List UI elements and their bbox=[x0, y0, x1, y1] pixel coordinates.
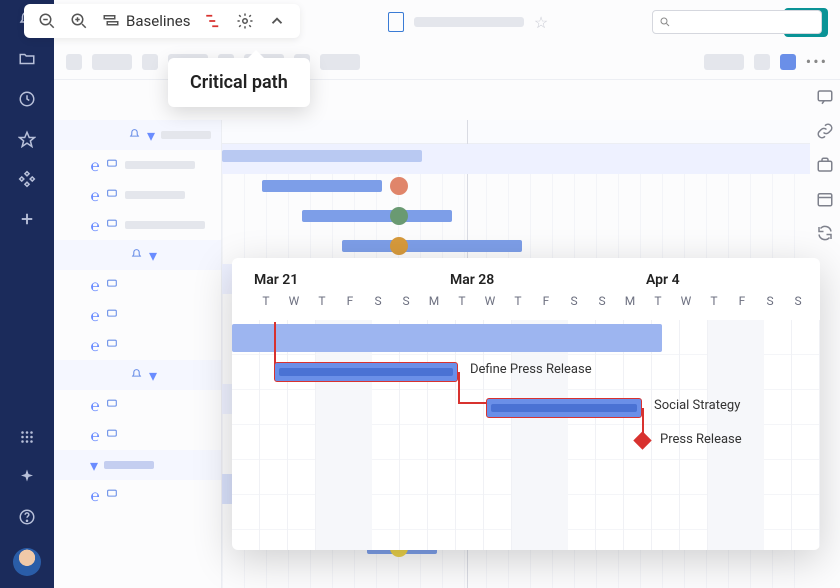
day-label: S bbox=[588, 294, 616, 308]
view-chip[interactable] bbox=[92, 54, 132, 70]
task-bar-define-press[interactable] bbox=[274, 362, 458, 382]
day-label: T bbox=[308, 294, 336, 308]
day-label: M bbox=[616, 294, 644, 308]
baselines-button[interactable]: Baselines bbox=[102, 12, 190, 30]
critical-path-tooltip: Critical path bbox=[168, 58, 310, 107]
nav-spaces[interactable] bbox=[18, 170, 36, 192]
day-label: T bbox=[252, 294, 280, 308]
day-label: F bbox=[532, 294, 560, 308]
task-label: Social Strategy bbox=[654, 398, 740, 413]
task-row[interactable]: ℮ bbox=[54, 180, 221, 210]
settings-button[interactable] bbox=[236, 12, 254, 30]
star-icon[interactable]: ☆ bbox=[534, 13, 548, 32]
task-row[interactable]: ℮ bbox=[54, 300, 221, 330]
critical-path-button[interactable] bbox=[204, 12, 222, 30]
task-row[interactable]: ℮ bbox=[54, 480, 221, 510]
bell-icon bbox=[128, 126, 141, 145]
page-title bbox=[414, 17, 524, 27]
nav-add[interactable] bbox=[18, 210, 36, 232]
group-row[interactable]: ▾ bbox=[54, 120, 221, 150]
group-row[interactable]: ▾ bbox=[54, 450, 221, 480]
more-icon[interactable]: ••• bbox=[806, 52, 828, 71]
refresh-icon[interactable] bbox=[816, 224, 836, 244]
gantt-detail-card: Mar 21 Mar 28 Apr 4 TWTFSSMTWTFSSMTWTFSS… bbox=[232, 258, 820, 550]
collapse-button[interactable] bbox=[268, 12, 286, 30]
day-label: W bbox=[476, 294, 504, 308]
view-chip[interactable] bbox=[780, 54, 796, 70]
day-label: M bbox=[812, 294, 820, 308]
summary-bar[interactable] bbox=[232, 324, 662, 352]
task-label: Define Press Release bbox=[470, 362, 592, 377]
task-row[interactable]: ℮ bbox=[54, 150, 221, 180]
milestone-press-release[interactable] bbox=[633, 431, 651, 449]
week-label: Mar 21 bbox=[252, 272, 448, 288]
task-row[interactable]: ℮ bbox=[54, 330, 221, 360]
baselines-icon bbox=[102, 12, 120, 30]
task-label: Press Release bbox=[660, 432, 742, 447]
briefcase-icon[interactable] bbox=[816, 156, 836, 176]
chevron-down-icon: ▾ bbox=[147, 126, 155, 145]
day-label: F bbox=[336, 294, 364, 308]
day-label: F bbox=[728, 294, 756, 308]
day-label: S bbox=[784, 294, 812, 308]
doc-icon bbox=[388, 12, 404, 32]
comments-icon[interactable] bbox=[816, 88, 836, 108]
nav-starred[interactable] bbox=[18, 130, 36, 152]
timeline-body[interactable]: Define Press Release Social Strategy Pre… bbox=[232, 320, 820, 550]
day-label: S bbox=[364, 294, 392, 308]
calendar-icon[interactable] bbox=[816, 190, 836, 210]
day-label: W bbox=[672, 294, 700, 308]
view-chip[interactable] bbox=[754, 54, 770, 70]
day-label: S bbox=[560, 294, 588, 308]
task-row[interactable]: ℮ bbox=[54, 390, 221, 420]
search-input[interactable] bbox=[652, 10, 822, 34]
nav-folder[interactable] bbox=[18, 50, 36, 72]
view-chip[interactable] bbox=[66, 54, 82, 70]
task-bar-social-strategy[interactable] bbox=[486, 398, 642, 418]
task-row[interactable]: ℮ bbox=[54, 420, 221, 450]
chat-icon bbox=[106, 156, 119, 175]
task-list: ▾ ℮ ℮ ℮ ▾ ℮ ℮ ℮ ▾ ℮ ℮ ▾ ℮ bbox=[54, 120, 222, 588]
day-label: S bbox=[756, 294, 784, 308]
nav-help[interactable] bbox=[18, 508, 36, 530]
day-label: T bbox=[504, 294, 532, 308]
day-label: S bbox=[392, 294, 420, 308]
right-tools bbox=[816, 88, 836, 244]
view-chip[interactable] bbox=[142, 54, 158, 70]
nav-recent[interactable] bbox=[18, 90, 36, 112]
link-icon[interactable] bbox=[816, 122, 836, 142]
zoom-in-icon[interactable] bbox=[70, 12, 88, 30]
nav-avatar[interactable] bbox=[13, 548, 41, 576]
timeline-header: Mar 21 Mar 28 Apr 4 TWTFSSMTWTFSSMTWTFSS… bbox=[232, 258, 820, 312]
week-label: Mar 28 bbox=[448, 272, 644, 288]
task-icon: ℮ bbox=[90, 156, 100, 175]
group-row[interactable]: ▾ bbox=[54, 240, 221, 270]
day-label: M bbox=[420, 294, 448, 308]
day-label: T bbox=[700, 294, 728, 308]
task-row[interactable]: ℮ bbox=[54, 270, 221, 300]
critical-line bbox=[458, 402, 486, 404]
task-row[interactable]: ℮ bbox=[54, 210, 221, 240]
critical-line bbox=[274, 322, 276, 366]
nav-rail bbox=[0, 0, 54, 588]
group-row[interactable]: ▾ bbox=[54, 360, 221, 390]
gantt-toolbar: Baselines bbox=[24, 4, 300, 38]
zoom-out-icon[interactable] bbox=[38, 12, 56, 30]
nav-apps[interactable] bbox=[18, 428, 36, 450]
day-label: W bbox=[280, 294, 308, 308]
critical-line bbox=[458, 372, 460, 402]
nav-ai[interactable] bbox=[18, 468, 36, 490]
week-label: Apr 4 bbox=[644, 272, 820, 288]
view-chip[interactable] bbox=[704, 54, 744, 70]
baselines-label: Baselines bbox=[126, 12, 190, 30]
day-label: T bbox=[644, 294, 672, 308]
view-chip[interactable] bbox=[320, 54, 360, 70]
day-label: T bbox=[448, 294, 476, 308]
